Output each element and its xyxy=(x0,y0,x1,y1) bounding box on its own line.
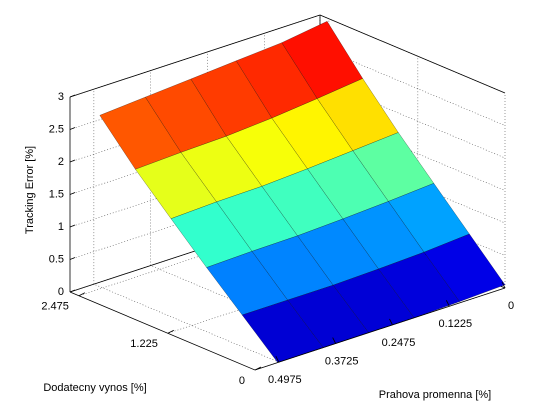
z-tick-label: 0 xyxy=(58,286,64,298)
z-tick xyxy=(69,94,76,98)
z-tick xyxy=(69,289,76,293)
z-tick-label: 2.5 xyxy=(49,123,64,135)
x-tick-label: 0 xyxy=(508,300,514,312)
z-tick xyxy=(69,159,76,163)
x-axis-line xyxy=(254,287,506,371)
y-tick-label: 1.225 xyxy=(130,338,158,350)
surface xyxy=(99,21,506,363)
grid-line xyxy=(78,213,329,297)
x-tick-label: 0.4975 xyxy=(268,374,302,386)
x-tick-label: 0.2475 xyxy=(382,337,416,349)
x-tick xyxy=(332,337,337,344)
box-edge xyxy=(69,14,321,98)
y-tick-label: 0 xyxy=(239,375,245,387)
y-tick xyxy=(167,329,175,334)
axes: 0 0.1225 0.2475 0.3725 0.4975 0 1.225 2.475 0 0.5… xyxy=(41,91,514,387)
y-axis-label: Dodatecny vynos [%] xyxy=(43,382,146,394)
x-tick xyxy=(275,355,280,363)
x-axis-label: Prahova promenna [%] xyxy=(379,389,492,401)
z-tick xyxy=(69,257,76,260)
x-tick xyxy=(501,281,506,289)
y-axis-line xyxy=(69,291,256,371)
box-edge xyxy=(319,14,506,94)
y-tick xyxy=(78,292,86,297)
z-tick-label: 3 xyxy=(58,91,64,103)
x-tick xyxy=(389,318,393,326)
grid-line xyxy=(167,250,418,334)
z-tick-label: 2 xyxy=(58,156,64,168)
z-tick-label: 1.5 xyxy=(49,188,64,200)
z-tick xyxy=(69,192,76,195)
y-tick xyxy=(254,366,262,371)
z-tick xyxy=(69,224,76,228)
x-tick-label: 0.1225 xyxy=(438,318,472,330)
z-tick xyxy=(69,127,76,130)
z-axis-label: Tracking Error [%] xyxy=(24,146,36,234)
grid-line xyxy=(93,283,279,363)
z-tick-label: 0.5 xyxy=(49,253,64,265)
y-tick-label: 2.475 xyxy=(41,301,69,313)
x-tick xyxy=(445,300,450,307)
z-tick-label: 1 xyxy=(58,221,64,233)
x-tick-label: 0.3725 xyxy=(325,355,359,367)
